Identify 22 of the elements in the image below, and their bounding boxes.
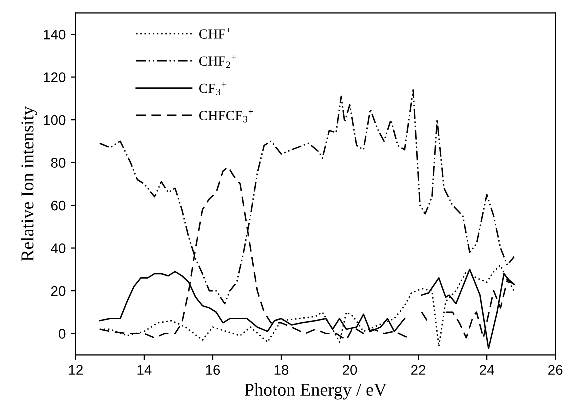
x-tick-label: 14 <box>138 365 152 375</box>
y-tick-label: 140 <box>44 30 66 40</box>
y-tick-label: 100 <box>44 115 66 126</box>
legend-label: CF$_{3}$$^{+}$ <box>199 82 226 96</box>
y-tick-label: 40 <box>51 244 66 254</box>
x-tick-label: 22 <box>412 365 426 375</box>
x-tick-label: 26 <box>548 365 563 376</box>
x-tick-label: 16 <box>206 365 220 376</box>
x-tick-label: 24 <box>480 365 494 375</box>
y-tick-label: 20 <box>51 286 66 296</box>
x-tick-label: 18 <box>274 365 289 376</box>
y-tick-label: 120 <box>44 72 66 82</box>
legend-label: CHF$^{+}$ <box>199 28 232 39</box>
x-axis-title: Photon Energy / eV <box>244 383 387 400</box>
x-tick-label: 20 <box>343 365 358 376</box>
x-tick-label: 12 <box>69 365 83 375</box>
legend-label: CHF$_{2}$$^{+}$ <box>199 55 236 68</box>
y-axis-title: Relative Ion intensity <box>21 106 38 262</box>
y-tick-label: 80 <box>51 158 66 168</box>
y-tick-label: 0 <box>59 329 66 339</box>
y-tick-label: 60 <box>51 200 66 211</box>
legend-label: CHFCF$_{3}$$^{+}$ <box>199 110 254 123</box>
